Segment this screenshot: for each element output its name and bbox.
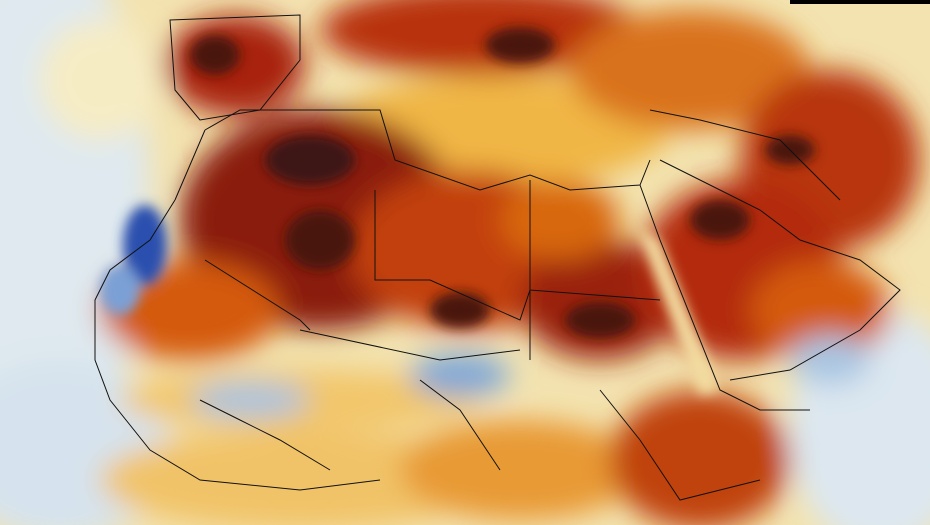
top-bar bbox=[790, 0, 930, 4]
borders bbox=[94, 14, 901, 501]
hot-spots bbox=[100, 27, 815, 395]
